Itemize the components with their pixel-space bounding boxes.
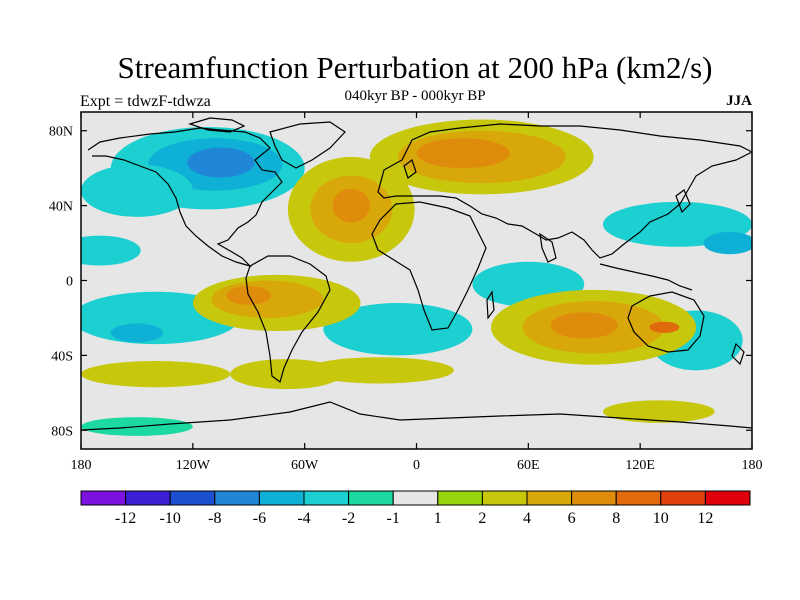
anomaly-north-america-negative-core [187,147,255,178]
y-tick-label: 80N [49,125,73,140]
colorbar-box [571,490,617,506]
colorbar-box [392,490,439,506]
colorbar-label: 4 [523,510,531,527]
anomaly-east-pacific-negative [81,235,141,266]
y-axis-labels: 80N 40N 0 40S 80S [49,125,73,440]
colorbar-box [660,490,706,506]
coastline-indonesia [599,263,693,291]
colorbar-label: 1 [434,510,442,527]
coastline-antarctica [81,401,752,431]
y-tick-label: 80S [51,424,73,439]
coastline-eurasia [377,123,752,259]
y-tick-label: 0 [66,275,73,290]
coastline-japan [675,189,691,214]
x-tick-label: 120W [176,458,211,473]
y-tick-label: 40N [49,200,73,215]
colorbar-label: 10 [653,510,669,527]
y-tick-label: 40S [51,349,73,364]
colorbar-box [437,490,483,506]
coastline-australia [627,291,705,353]
colorbar-label: 2 [478,510,486,527]
anomaly-australia-positive-core [649,321,680,333]
anomaly-north-pacific-negative-band [81,164,193,217]
coastline-india [539,232,557,263]
anomaly-south-america-positive [304,357,454,384]
colorbar-label: 6 [568,510,576,527]
coastline-north-america [87,127,283,268]
coastline-arctic-islands [188,117,246,133]
anomaly-atlantic-positive-core [332,188,370,223]
coastline-new-zealand [731,342,745,366]
colorbar-label: -12 [115,510,136,527]
colorbar-box [348,490,394,506]
colorbar-label: 8 [612,510,620,527]
coastline-greenland [269,121,346,169]
anomaly-layer [81,119,752,436]
x-tick-label: 0 [413,458,420,473]
colorbar [80,490,751,506]
colorbar-labels: -12 -10 -8 -6 -4 -2 -1 1 2 4 6 8 10 12 [115,510,713,527]
season-label: JJA [726,93,752,109]
colorbar-label: -1 [387,510,400,527]
colorbar-box [526,490,573,506]
x-tick-label: 180 [71,458,92,473]
x-tick-label: 180 [742,458,763,473]
anomaly-north-eurasia-positive-core [416,138,510,169]
x-tick-label: 120E [625,458,655,473]
x-tick-label: 60W [291,458,319,473]
colorbar-label: -6 [253,510,266,527]
experiment-label: Expt = tdwzF-tdwza [80,93,211,110]
x-tick-label: 60E [517,458,540,473]
colorbar-box [258,490,305,506]
anomaly-south-pacific-negative-core [110,323,164,343]
coastline-madagascar [486,290,495,320]
anomaly-south-africa-positive [602,400,715,423]
anomaly-south-pacific-positive [81,361,231,388]
anomaly-west-pacific-negative [703,231,752,255]
x-axis-labels: 180 120W 60W 0 60E 120E 180 [71,458,763,473]
colorbar-box [615,490,662,506]
colorbar-box [481,490,528,506]
colorbar-label: -10 [160,510,181,527]
coastline-africa [371,201,487,331]
colorbar-box [125,490,171,506]
anomaly-south-indian-positive-core [550,312,618,339]
coastline-british-isles [403,159,417,179]
colorbar-box [303,490,350,506]
colorbar-box [80,490,127,506]
coastline-south-america [245,255,331,384]
colorbar-label: 12 [697,510,713,527]
colorbar-label: -8 [208,510,221,527]
colorbar-label: -4 [297,510,310,527]
colorbar-box [214,490,260,506]
colorbar-box [704,490,751,506]
colorbar-label: -2 [342,510,355,527]
colorbar-box [169,490,216,506]
map-title: Streamfunction Perturbation at 200 hPa (… [117,50,713,85]
anomaly-south-atlantic-negative [323,302,473,356]
coastline-layer [81,117,752,431]
tick-marks [80,112,753,449]
map-subtitle: 040kyr BP - 000kyr BP [344,88,486,104]
